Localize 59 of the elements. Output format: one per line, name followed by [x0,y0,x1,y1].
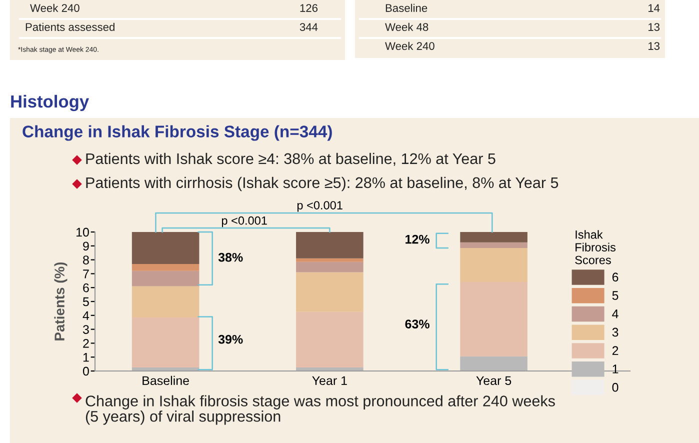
y-tick-label: 0 [82,366,89,376]
text: 344 [300,23,318,31]
y-tick-label: 3 [82,325,89,334]
legend-label: 0 [612,382,618,392]
y-tick-label: 2 [83,339,89,348]
bar [460,356,528,371]
legend-title: Ishak Fibrosis Scores [575,230,616,264]
bar [460,232,528,242]
text: Patients assessed [26,22,114,31]
legend-label: 6 [612,272,618,282]
bar [132,270,200,286]
text: p <0.001 [297,201,342,212]
annotation: 39% [218,334,243,344]
annotation: 38% [218,252,243,262]
text: 13 [648,23,660,31]
bar [132,232,200,264]
annotation: 63% [405,320,430,329]
legend-label: 5 [612,291,618,300]
text: 13 [648,42,660,50]
bar [296,258,364,262]
text: 126 [300,4,318,12]
text: p <0.001 [222,216,267,228]
bar [460,242,528,248]
bar [460,248,528,282]
y-tick-label: 4 [82,311,90,320]
x-tick-label: Year 5 [476,376,512,386]
bar [460,282,528,356]
bar [296,262,364,272]
legend-label: 3 [612,328,618,337]
x-tick-label: Year 1 [312,376,347,386]
bar [296,272,364,312]
y-tick-label: 8 [83,256,89,264]
text: Baseline [386,4,428,12]
legend-label: 2 [612,346,618,355]
text: Week 240 [385,42,434,50]
bar [132,317,200,368]
y-tick-label: 6 [83,283,89,292]
y-axis-title: Patients (%) [54,262,68,340]
text: Week 240 [30,4,80,12]
bar [296,312,364,368]
bar [296,232,364,258]
bar [132,264,200,271]
annotation: 12% [406,234,430,244]
text: Patients with Ishak score ≥4: 38% at baseline, 12% at Year 5 [86,152,496,166]
text: Patients with cirrhosis (Ishak score ≥5): 28% at baseline, 8% at Year 5 [86,176,558,192]
y-tick-label: 10 [76,228,89,237]
bar [132,286,200,318]
text: Change in Ishak fibrosis stage was most pronounced after 240 weeks (5 years) of viral suppression [86,395,555,425]
x-tick-label: Baseline [142,376,189,386]
text: 14 [648,4,660,12]
y-tick-label: 9 [83,242,89,251]
text: Week 48 [385,22,428,31]
chart-subtitle: Histology [11,94,89,112]
y-tick-label: 1 [83,353,89,362]
legend-label: 4 [612,310,618,318]
chart-title: Change in Ishak Fibrosis Stage (n=344) [22,125,332,141]
y-tick-label: 7 [83,270,89,278]
y-tick-label: 5 [82,297,89,306]
legend-label: 1 [612,364,618,374]
